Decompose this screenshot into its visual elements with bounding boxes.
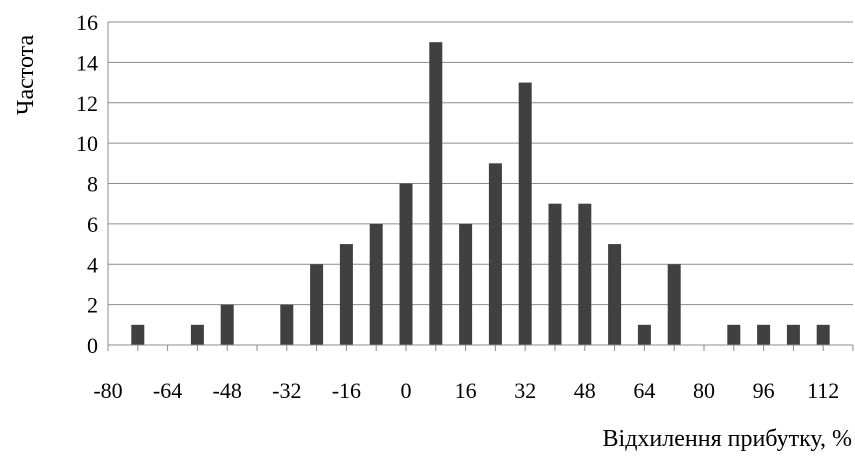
x-tick-label: 96 [753, 378, 775, 403]
bar [369, 223, 383, 345]
y-tick-label: 10 [76, 131, 98, 156]
x-tick-label: 112 [807, 378, 839, 403]
x-tick-label: 64 [633, 378, 655, 403]
x-tick-label: 16 [455, 378, 477, 403]
bar [816, 324, 830, 345]
y-tick-label: 8 [87, 172, 98, 197]
y-axis-title: Частота [13, 35, 39, 116]
bar [548, 203, 562, 345]
y-tick-label: 12 [76, 91, 98, 116]
bar [280, 304, 294, 345]
x-tick-label: 32 [514, 378, 536, 403]
bar [429, 42, 443, 345]
x-tick-label: -32 [272, 378, 301, 403]
bar [518, 82, 532, 345]
x-tick-label: -16 [332, 378, 361, 403]
bar [220, 304, 234, 345]
bar [578, 203, 592, 345]
gridlines [108, 21, 853, 306]
bar [131, 324, 145, 345]
bar [608, 244, 622, 345]
x-axis-title: Відхилення прибутку, % [603, 426, 852, 452]
x-tick-label: -80 [93, 378, 122, 403]
y-tick-label: 4 [87, 252, 98, 277]
bar [488, 163, 502, 345]
x-tick-label: 48 [574, 378, 596, 403]
bar [459, 223, 473, 345]
bar [339, 244, 353, 345]
bar [190, 324, 204, 345]
bar [399, 183, 413, 345]
bar [637, 324, 651, 345]
y-tick-label: 2 [87, 293, 98, 318]
y-tick-label: 16 [76, 10, 98, 35]
axes [107, 22, 854, 351]
bar [667, 264, 681, 345]
bar [727, 324, 741, 345]
bar [786, 324, 800, 345]
x-tick-label: 80 [693, 378, 715, 403]
x-tick-label: -64 [153, 378, 182, 403]
y-tick-label: 14 [76, 50, 98, 75]
x-tick-label: 0 [401, 378, 412, 403]
bars [131, 42, 830, 345]
x-tick-labels: -80 -64 -48 -32 -16 0 16 32 48 64 80 96 112 [93, 378, 839, 403]
y-tick-label: 6 [87, 212, 98, 237]
bar [310, 264, 324, 345]
y-tick-label: 0 [87, 333, 98, 358]
x-tick-label: -48 [213, 378, 242, 403]
y-tick-labels: 0 2 4 6 8 10 12 14 16 [76, 10, 98, 358]
bar [757, 324, 771, 345]
